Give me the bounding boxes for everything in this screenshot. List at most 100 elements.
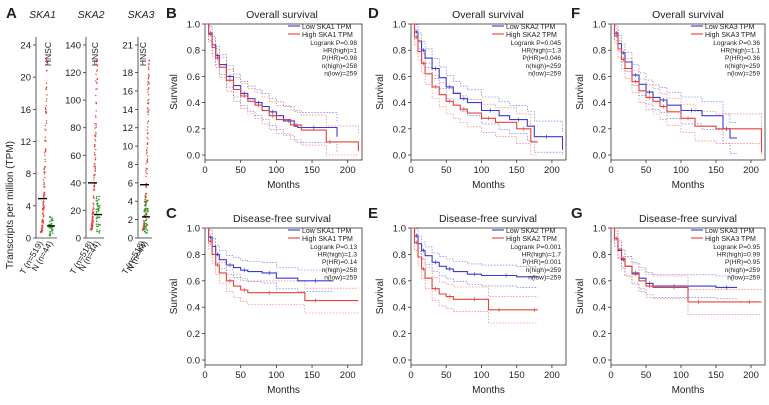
plot-frame [410, 23, 567, 161]
y-tick-label: 20 [20, 73, 31, 84]
panel-letter: E [368, 205, 378, 222]
y-tick-label: 0.8 [187, 250, 200, 261]
tumor-point [95, 94, 97, 97]
tumor-point [92, 195, 95, 197]
tumor-point [95, 124, 97, 127]
km-curve-high [205, 23, 359, 152]
y-tick-label: 0 [26, 234, 31, 245]
tumor-point [44, 136, 46, 138]
normal-point [147, 199, 149, 202]
normal-point [96, 230, 98, 233]
ci-upper-low [611, 23, 737, 123]
tumor-point [94, 169, 96, 172]
tumor-point [93, 174, 95, 177]
x-axis-label: Months [267, 385, 300, 396]
tumor-point [43, 152, 46, 154]
stat-line: Logrank P=0.13 [310, 244, 357, 251]
x-tick-label: 150 [304, 165, 320, 176]
tumor-point [44, 158, 46, 160]
x-axis-label: Months [472, 385, 505, 396]
km-curve-low [411, 23, 564, 150]
tumor-point [147, 84, 149, 86]
tumor-point [143, 219, 145, 222]
y-tick-label: 10 [122, 142, 133, 153]
tumor-point [146, 151, 148, 154]
x-tick-label: 200 [340, 165, 356, 176]
tumor-point [144, 186, 147, 188]
tumor-point [95, 126, 98, 128]
ci-upper-high [205, 227, 359, 289]
plot-frame [410, 227, 567, 366]
tumor-point [95, 132, 97, 134]
tumor-point [95, 102, 98, 105]
x-axis-label: Months [672, 385, 705, 396]
tumor-point [96, 69, 99, 71]
normal-point [145, 232, 147, 234]
stat-line: n(high)=259 [526, 267, 562, 274]
tumor-point [142, 228, 144, 230]
tumor-point [143, 224, 146, 226]
tumor-point [94, 144, 96, 146]
tumor-point [92, 221, 94, 223]
plot-frame [204, 23, 363, 161]
tumor-point [95, 134, 97, 136]
stat-line: n(high)=259 [526, 63, 562, 70]
tumor-point [91, 218, 94, 220]
legend-entry: Low SKA1 TPM [302, 24, 351, 31]
y-tick-label: 16 [20, 105, 31, 116]
x-tick-label: 200 [743, 165, 759, 176]
tumor-point [94, 154, 97, 156]
normal-point [98, 232, 101, 234]
normal-point [49, 216, 51, 218]
tumor-point [91, 221, 93, 223]
tumor-point [93, 208, 95, 210]
tumor-point [43, 193, 46, 195]
tumor-point [92, 196, 95, 199]
y-tick-label: 0.2 [393, 124, 406, 135]
tumor-point [92, 206, 95, 208]
tumor-point [44, 128, 46, 130]
stat-line: HR(high)=1.3 [318, 252, 358, 259]
tumor-point [146, 102, 149, 105]
x-tick-label: 50 [441, 165, 452, 176]
normal-point [95, 208, 98, 211]
cancer-label: HNSC [43, 42, 53, 66]
normal-point [98, 195, 100, 198]
x-tick-label: 50 [441, 370, 452, 381]
legend-entry: High SKA2 TPM [506, 32, 557, 39]
stat-line: HR(high)=1.1 [721, 48, 761, 55]
tumor-point [90, 223, 93, 225]
tumor-point [147, 66, 150, 68]
legend-entry: Low SKA2 TPM [506, 24, 555, 31]
panel-letter: G [571, 205, 583, 222]
stat-line: P(HR)=0.95 [725, 259, 760, 266]
normal-point [49, 226, 51, 229]
ci-upper-high [611, 23, 762, 136]
y-tick-label: 0.2 [187, 329, 200, 340]
x-axis-label: Months [472, 180, 505, 191]
tumor-point [147, 126, 149, 128]
tumor-point [43, 171, 45, 174]
x-tick-label: 50 [641, 370, 652, 381]
panel-letter: B [166, 5, 177, 22]
legend-entry: High SKA1 TPM [302, 32, 353, 39]
normal-point [50, 231, 52, 233]
y-tick-label: 0.8 [187, 46, 200, 57]
km-panel-g: G Disease-free survival 0.0 0.2 0.4 0.6 0.8 1.0… [571, 205, 766, 396]
tumor-point [147, 113, 149, 116]
ci-lower-high [205, 23, 359, 156]
tumor-point [43, 205, 45, 207]
tumor-point [147, 76, 150, 78]
y-tick-label: 8 [26, 169, 31, 180]
legend-entry: High SKA3 TPM [705, 32, 756, 39]
tumor-point [147, 80, 149, 83]
y-axis-label: Survival [169, 74, 180, 110]
tumor-point [45, 100, 47, 103]
y-tick-label: 0.6 [187, 72, 200, 83]
normal-point [99, 229, 101, 232]
y-tick-label: 0.2 [187, 124, 200, 135]
tumor-point [41, 227, 43, 229]
tumor-point [42, 208, 44, 211]
y-tick-label: 12 [122, 123, 133, 134]
